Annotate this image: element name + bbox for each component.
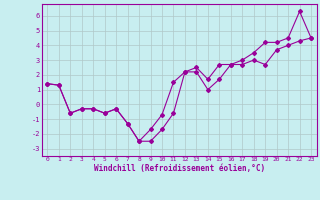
X-axis label: Windchill (Refroidissement éolien,°C): Windchill (Refroidissement éolien,°C) xyxy=(94,164,265,173)
